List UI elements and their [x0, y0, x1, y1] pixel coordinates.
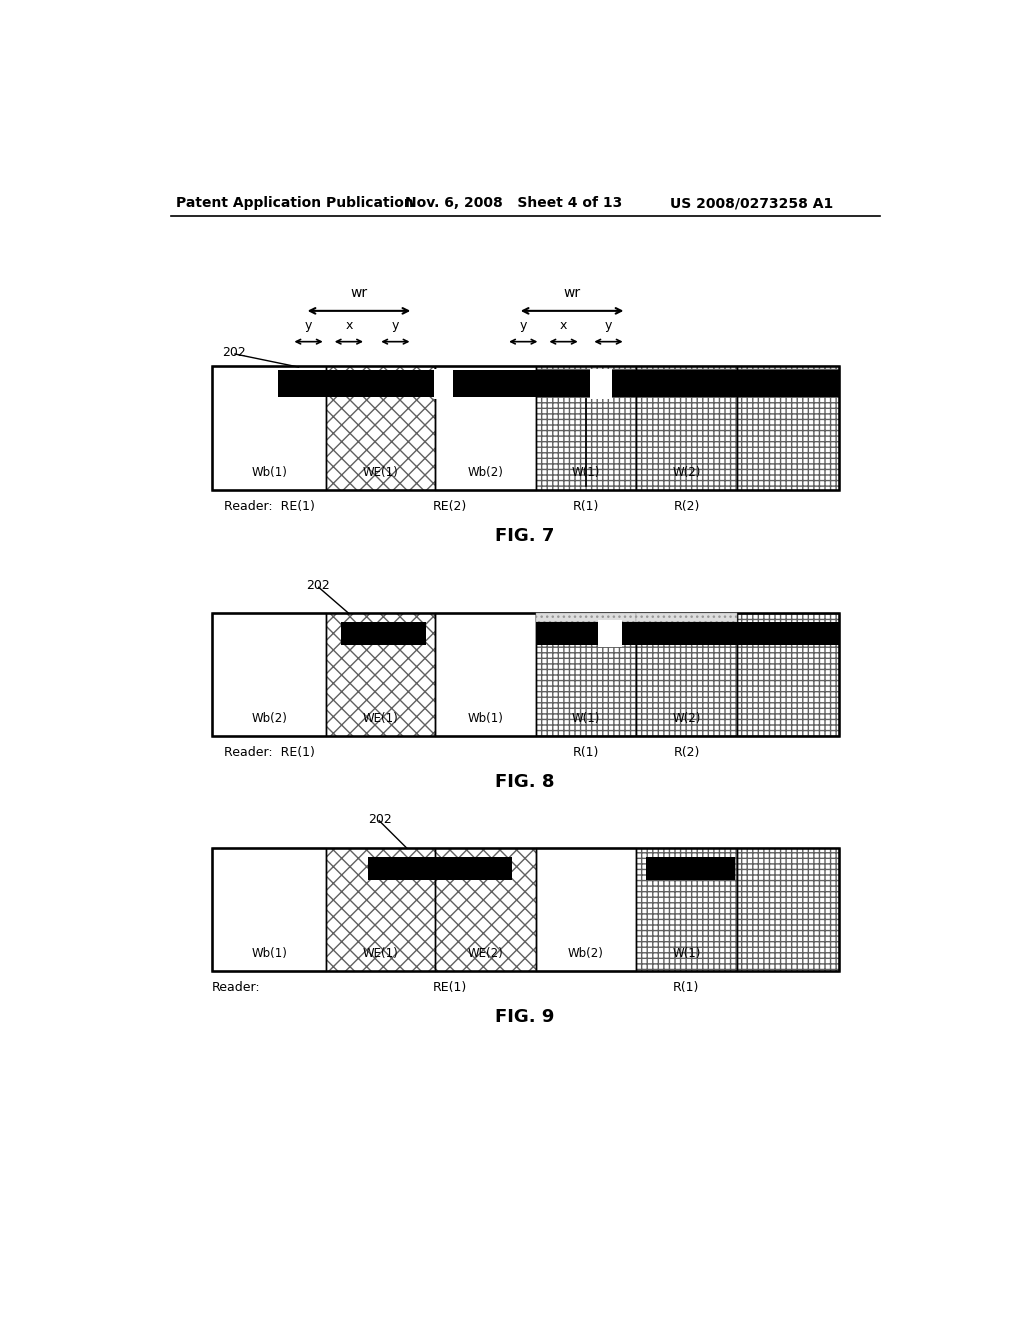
Text: RE(1): RE(1): [432, 981, 467, 994]
Bar: [435, 367, 536, 490]
Text: Wb(1): Wb(1): [467, 713, 503, 726]
Bar: [212, 847, 327, 970]
Bar: [341, 622, 426, 645]
Text: Reader:  RE(1): Reader: RE(1): [224, 746, 315, 759]
Bar: [636, 847, 737, 970]
Text: Wb(1): Wb(1): [251, 466, 287, 479]
Bar: [435, 847, 536, 970]
Text: Reader:: Reader:: [212, 981, 261, 994]
Text: W(1): W(1): [571, 713, 600, 726]
Bar: [327, 612, 435, 737]
Bar: [536, 612, 636, 737]
Bar: [536, 370, 590, 397]
Bar: [212, 612, 327, 737]
Bar: [327, 612, 435, 737]
Bar: [278, 370, 435, 397]
Bar: [636, 612, 737, 737]
Text: US 2008/0273258 A1: US 2008/0273258 A1: [671, 197, 834, 210]
Bar: [536, 612, 636, 622]
Bar: [212, 367, 327, 490]
Bar: [737, 367, 840, 490]
Text: Wb(2): Wb(2): [467, 466, 503, 479]
Bar: [611, 370, 840, 397]
Bar: [737, 367, 840, 490]
Text: FIG. 9: FIG. 9: [496, 1008, 554, 1026]
Text: WE(1): WE(1): [362, 713, 398, 726]
Text: WE(2): WE(2): [467, 948, 503, 961]
Bar: [327, 367, 435, 490]
Bar: [737, 847, 840, 970]
Text: 202: 202: [306, 579, 330, 593]
Bar: [737, 847, 840, 970]
Bar: [369, 857, 512, 880]
Bar: [536, 612, 636, 737]
Text: W(1): W(1): [571, 466, 600, 479]
Text: R(1): R(1): [572, 500, 599, 513]
Bar: [623, 622, 840, 645]
Bar: [636, 367, 737, 490]
Bar: [636, 612, 737, 737]
Text: W(1): W(1): [673, 948, 701, 961]
Bar: [212, 367, 840, 490]
Bar: [536, 847, 636, 970]
Bar: [327, 847, 435, 970]
Bar: [536, 367, 636, 490]
Bar: [636, 367, 737, 490]
Bar: [536, 367, 636, 490]
Text: 202: 202: [222, 346, 247, 359]
Bar: [536, 622, 598, 645]
Text: R(1): R(1): [673, 981, 699, 994]
Text: WE(1): WE(1): [362, 948, 398, 961]
Text: 202: 202: [369, 813, 392, 825]
Bar: [435, 612, 536, 737]
Bar: [737, 612, 840, 737]
Bar: [646, 857, 735, 880]
Text: FIG. 7: FIG. 7: [496, 527, 554, 545]
Text: Wb(2): Wb(2): [251, 713, 287, 726]
Bar: [435, 847, 536, 970]
Bar: [212, 612, 840, 737]
Text: x: x: [345, 319, 352, 333]
Text: x: x: [560, 319, 567, 333]
Text: y: y: [305, 319, 312, 333]
Bar: [212, 612, 327, 737]
Text: Patent Application Publication: Patent Application Publication: [176, 197, 414, 210]
Bar: [327, 367, 435, 490]
Text: FIG. 8: FIG. 8: [495, 774, 555, 791]
Text: y: y: [519, 319, 527, 333]
Text: R(2): R(2): [674, 500, 700, 513]
Text: RE(2): RE(2): [432, 500, 467, 513]
Text: wr: wr: [563, 286, 581, 300]
Bar: [327, 847, 435, 970]
Text: Wb(2): Wb(2): [568, 948, 604, 961]
Bar: [452, 370, 536, 397]
Text: Wb(1): Wb(1): [251, 948, 287, 961]
Bar: [212, 847, 840, 970]
Text: WE(1): WE(1): [362, 466, 398, 479]
Text: R(1): R(1): [572, 746, 599, 759]
Bar: [636, 847, 737, 970]
Text: y: y: [605, 319, 612, 333]
Bar: [434, 368, 453, 399]
Text: y: y: [392, 319, 399, 333]
Bar: [737, 612, 840, 737]
Bar: [212, 367, 327, 490]
Text: wr: wr: [350, 286, 368, 300]
Bar: [212, 847, 327, 970]
Bar: [435, 612, 536, 737]
Text: Reader:  RE(1): Reader: RE(1): [224, 500, 315, 513]
Text: W(2): W(2): [673, 466, 701, 479]
Bar: [536, 847, 636, 970]
Text: Nov. 6, 2008   Sheet 4 of 13: Nov. 6, 2008 Sheet 4 of 13: [406, 197, 623, 210]
Bar: [435, 367, 536, 490]
Text: W(2): W(2): [673, 713, 701, 726]
Bar: [598, 620, 623, 647]
Bar: [636, 612, 737, 622]
Bar: [590, 368, 611, 399]
Text: R(2): R(2): [674, 746, 700, 759]
